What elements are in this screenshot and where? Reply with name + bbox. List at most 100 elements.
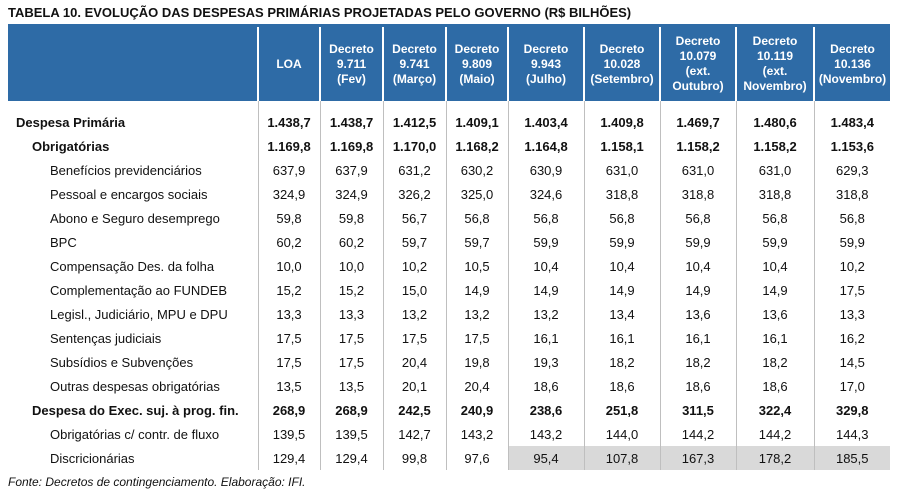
table-cell: 631,2 [383,158,447,182]
table-cell: 238,6 [508,398,585,422]
column-header-line: Decreto [454,41,500,56]
table-cell: 13,3 [839,306,865,322]
table-cell: 14,9 [584,278,661,302]
row-label: Pessoal e encargos sociais [8,182,259,206]
table-cell: 1.158,2 [736,134,815,158]
table-cell: 17,5 [446,326,509,350]
table-cell: 59,9 [839,234,865,250]
table-cell: 17,5 [320,326,384,350]
table-cell: 97,6 [446,446,509,470]
table-cell: 629,3 [835,162,869,178]
table-cell: 318,8 [660,182,737,206]
table-cell: 18,6 [508,374,585,398]
table-cell: 311,5 [660,398,737,422]
table-cell: 19,8 [446,350,509,374]
table-cell: 20,4 [446,374,509,398]
table-cell: 1.409,1 [446,110,509,134]
row-label: Despesa do Exec. suj. à prog. fin. [8,398,259,422]
table-cell: 129,4 [258,446,321,470]
table-cell: 324,9 [320,182,384,206]
table-cell: 59,7 [383,230,447,254]
footnote: Fonte: Decretos de contingenciamento. El… [8,475,306,489]
table-cell: 107,8 [584,446,661,470]
table-cell: 16,2 [839,330,865,346]
table-cell: 242,5 [383,398,447,422]
table-cell: 240,9 [446,398,509,422]
column-header-line: (Maio) [459,71,495,86]
table-cell: 15,2 [258,278,321,302]
table-cell: 1.469,7 [660,110,737,134]
table-cell: 139,5 [258,422,321,446]
table-row: Outras despesas obrigatórias 13,5 13,5 20,1… [8,374,890,398]
table-cell: 1.169,8 [258,134,321,158]
column-header-line: (Novembro) [818,71,887,86]
table-row: Obrigatórias c/ contr. de fluxo 139,5 139,… [8,422,890,446]
table-cell: 60,2 [320,230,384,254]
table-row: Discricionárias 129,4 129,4 99,8 97,6 95,4 107… [8,446,890,470]
table-cell: 13,2 [383,302,447,326]
table-cell: 15,0 [383,278,447,302]
table-cell: 59,8 [258,206,321,230]
column-header-line: 9.741 [399,56,430,71]
table-cell: 13,4 [584,302,661,326]
table-cell: 13,6 [660,302,737,326]
table-cell: 10,4 [508,254,585,278]
table-cell: 56,8 [660,206,737,230]
column-header-line: Novembro) [743,79,807,93]
column-header-line: 10.079 [679,49,717,63]
table-cell: 17,5 [839,282,865,298]
table-cell: 10,2 [839,258,865,274]
table-cell: 1.480,6 [736,110,815,134]
table-cell: 13,3 [320,302,384,326]
table-cell: 20,1 [383,374,447,398]
expenses-table: LOA Decreto 9.711 (Fev) Decreto 9.741 (Março) D… [8,24,890,470]
table-cell: 16,1 [584,326,661,350]
table-cell: 185,5 [814,446,890,470]
table-cell: 14,9 [508,278,585,302]
table-cell: 17,5 [258,326,321,350]
table-cell: 15,2 [320,278,384,302]
table-cell: 143,2 [508,422,585,446]
table-cell: 13,5 [258,374,321,398]
table-cell: 18,6 [584,374,661,398]
table-cell: 1.164,8 [508,134,585,158]
column-header: Decreto 10.028 (Setembro) [583,24,661,101]
table-row: Compensação Des. da folha 10,0 10,0 10,2 10,… [8,254,890,278]
table-cell: 251,8 [584,398,661,422]
table-cell: 1.403,4 [508,110,585,134]
table-cell: 14,9 [660,278,737,302]
table-cell: 10,4 [660,254,737,278]
table-cell: 16,1 [660,326,737,350]
table-cell: 16,1 [736,326,815,350]
table-cell: 167,3 [660,446,737,470]
table-cell: 10,4 [736,254,815,278]
table-row: Legisl., Judiciário, MPU e DPU 13,3 13,3 13… [8,302,890,326]
column-header-line: (Julho) [526,71,566,86]
row-label: Sentenças judiciais [8,326,259,350]
table-cell: 637,9 [258,158,321,182]
table-cell: 268,9 [320,398,384,422]
table-cell: 17,5 [258,350,321,374]
table-cell: 1.153,6 [830,138,874,154]
column-header: Decreto 9.711 (Fev) [319,24,384,101]
table-cell: 56,8 [446,206,509,230]
table-cell: 1.170,0 [383,134,447,158]
table-cell: 144,2 [660,422,737,446]
table-row: Obrigatórias 1.169,8 1.169,8 1.170,0 1.168,2… [8,134,890,158]
table-cell: 13,3 [258,302,321,326]
table-cell: 129,4 [320,446,384,470]
column-header-line: (Setembro) [590,71,654,86]
table-row: Pessoal e encargos sociais 324,9 324,9 326,… [8,182,890,206]
table-cell: 324,6 [508,182,585,206]
row-label: BPC [8,230,259,254]
table-cell: 59,9 [660,230,737,254]
table-cell: 324,9 [258,182,321,206]
column-header-line: 10.136 [834,56,871,71]
table-row: Subsídios e Subvenções 17,5 17,5 20,4 19,8 19… [8,350,890,374]
table-cell: 56,8 [508,206,585,230]
table-row: Sentenças judiciais 17,5 17,5 17,5 17,5 16,1 1… [8,326,890,350]
table-title: TABELA 10. EVOLUÇÃO DAS DESPESAS PRIMÁRI… [8,5,632,20]
table-cell: 637,9 [320,158,384,182]
table-cell: 56,8 [584,206,661,230]
table-cell: 10,2 [383,254,447,278]
